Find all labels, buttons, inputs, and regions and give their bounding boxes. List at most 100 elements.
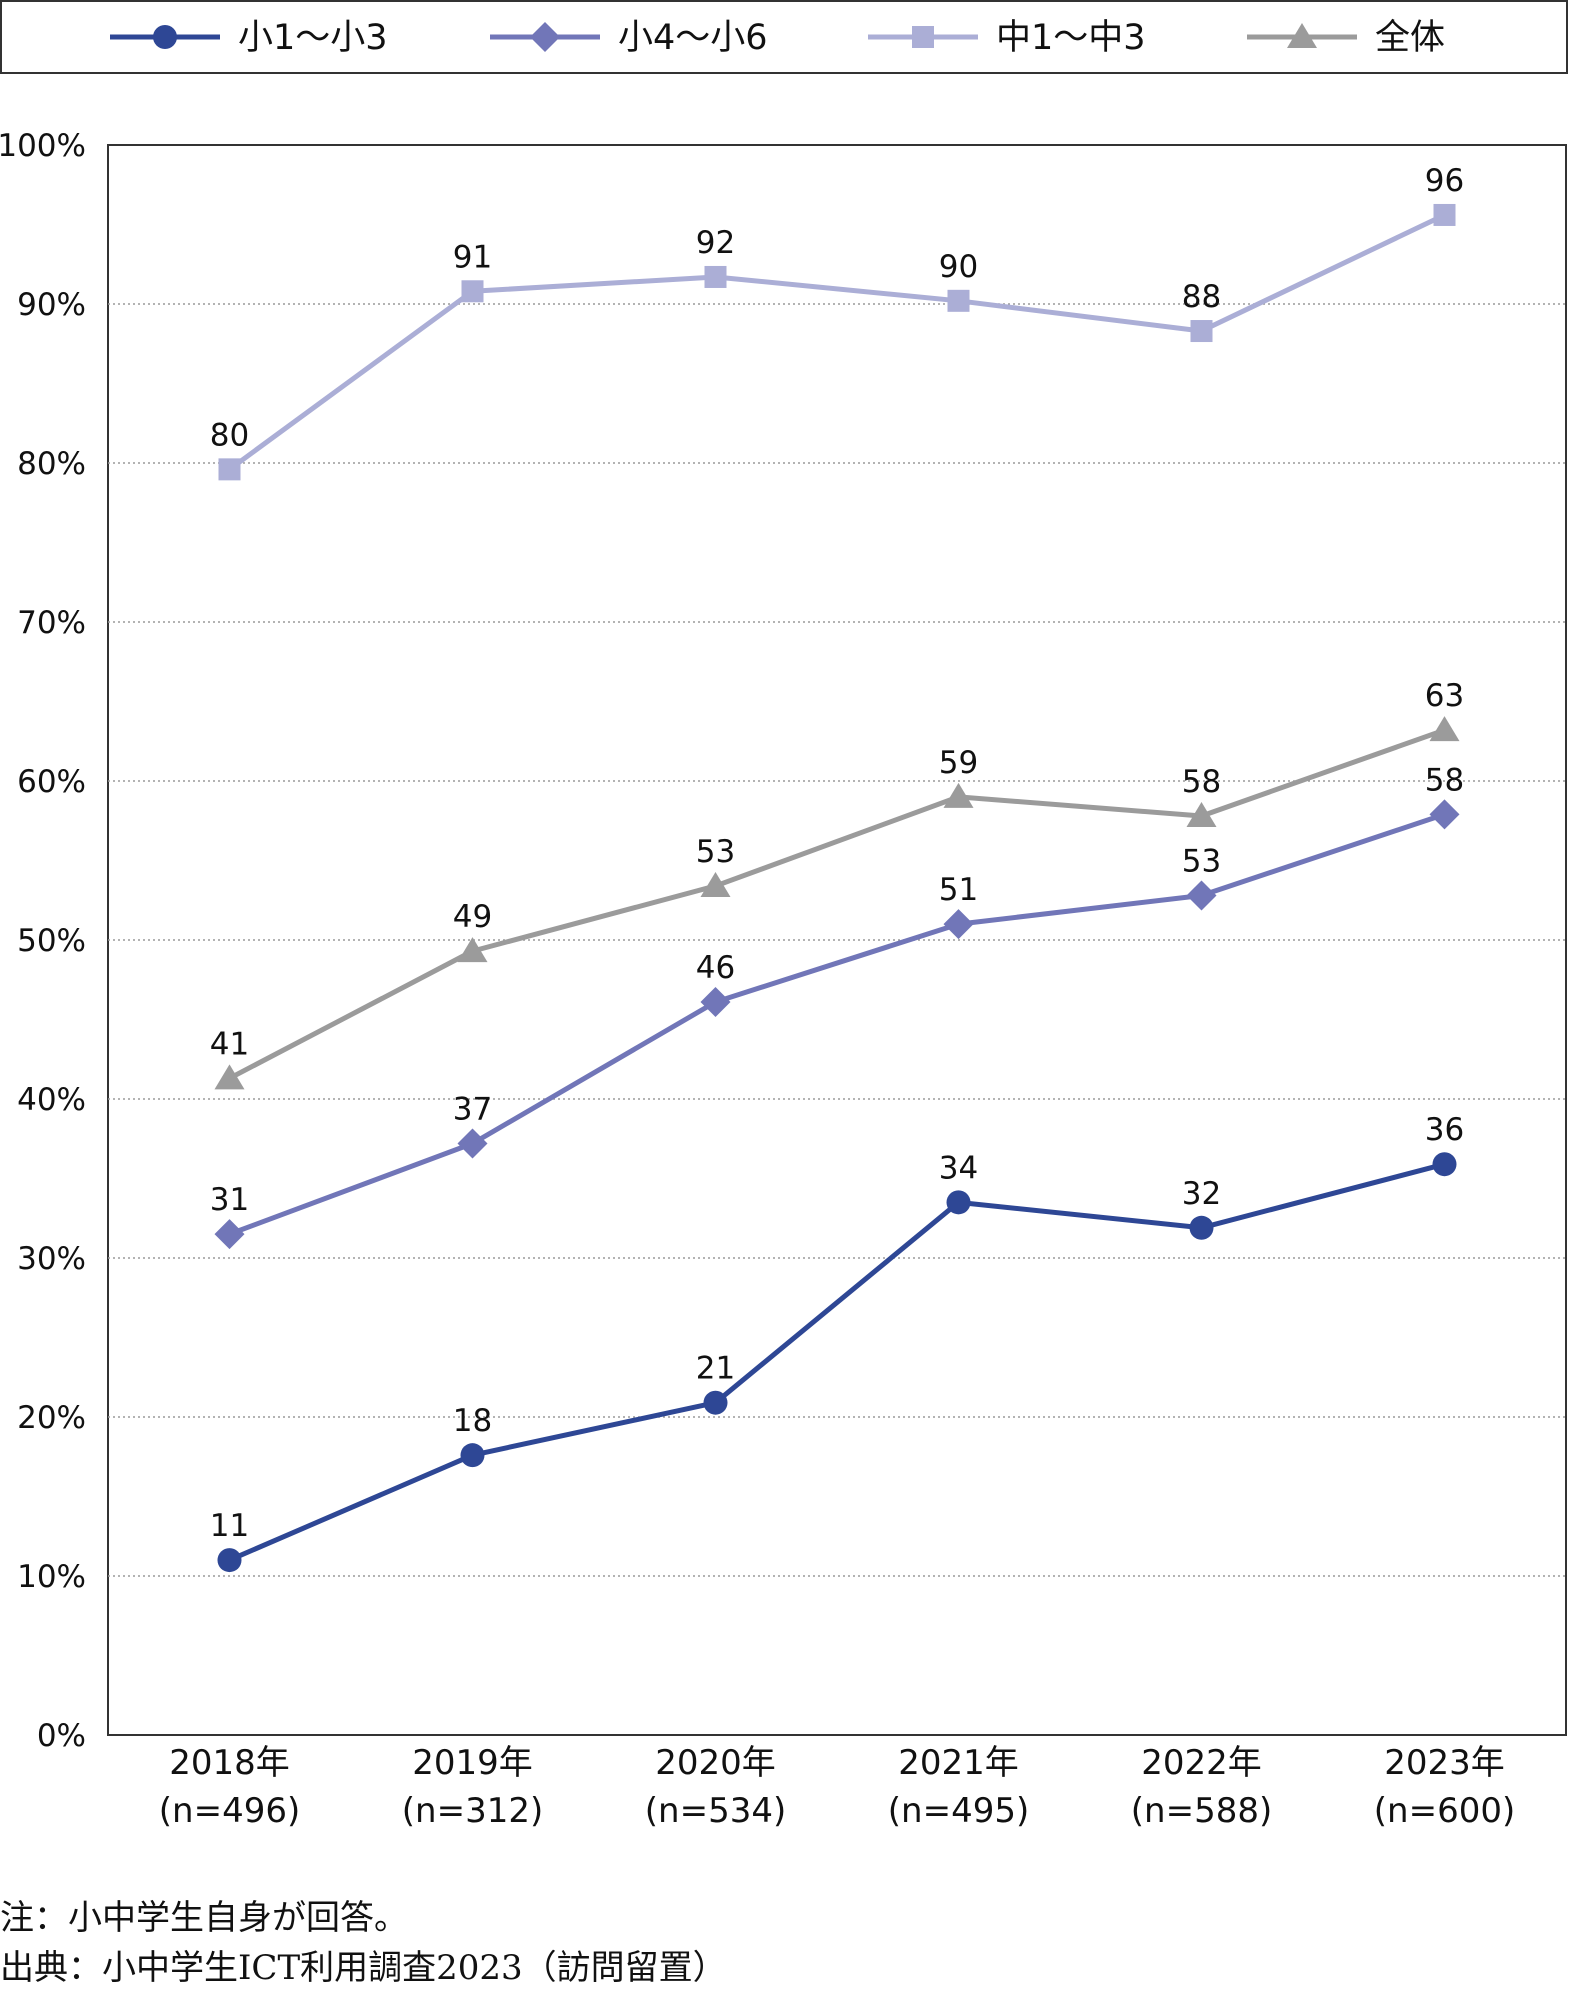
x-category-sublabel: (n=588) — [1131, 1791, 1272, 1831]
data-point — [700, 987, 731, 1018]
data-label: 91 — [453, 239, 492, 275]
y-tick-label: 0% — [37, 1718, 86, 1754]
x-category-label: 2021年 — [898, 1743, 1019, 1783]
data-point — [457, 1128, 488, 1159]
data-label: 90 — [939, 249, 978, 285]
series-line — [228, 727, 1446, 1081]
x-category-label: 2023年 — [1384, 1743, 1505, 1783]
data-point — [461, 280, 484, 303]
data-label: 34 — [939, 1150, 978, 1186]
data-label: 37 — [453, 1092, 492, 1128]
data-point — [217, 1548, 242, 1573]
y-tick-label: 20% — [17, 1400, 86, 1436]
data-point — [943, 909, 974, 940]
series-line — [228, 812, 1446, 1237]
footnote-source: 出典：小中学生ICT利用調査2023（訪問留置） — [0, 1948, 727, 1988]
legend: 小1～小3 小4～小6 中1～中3 全体 — [110, 18, 1445, 58]
legend-label: 中1～中3 — [996, 18, 1146, 58]
data-point — [1433, 203, 1456, 226]
data-label: 31 — [210, 1182, 249, 1218]
legend-marker — [153, 25, 177, 49]
data-point — [218, 458, 241, 481]
series-layer: 11 18 21 34 32 36 31 37 46 51 53 58 80 91 92 90 88 96 41 49… — [210, 163, 1464, 1573]
x-category-label: 2019年 — [412, 1743, 533, 1783]
footnote-note: 注：小中学生自身が回答。 — [0, 1898, 408, 1938]
data-point — [704, 265, 727, 288]
data-point — [214, 1219, 245, 1250]
data-label: 51 — [939, 872, 978, 908]
y-tick-label: 100% — [0, 128, 86, 164]
x-axis: 2018年 (n=496) 2019年 (n=312) 2020年 (n=534) 2021… — [159, 1743, 1515, 1831]
data-label: 58 — [1425, 762, 1464, 798]
legend-label: 全体 — [1375, 18, 1445, 58]
data-point — [460, 1443, 485, 1468]
legend-entry: 小4～小6 — [490, 18, 768, 58]
data-point — [700, 871, 731, 897]
series-4: 41 49 53 59 58 63 — [210, 678, 1464, 1090]
x-category-sublabel: (n=600) — [1374, 1791, 1515, 1831]
y-tick-label: 50% — [17, 923, 86, 959]
y-tick-label: 10% — [17, 1559, 86, 1595]
legend-marker — [912, 26, 934, 48]
legend-label: 小4～小6 — [618, 18, 768, 58]
data-label: 41 — [210, 1026, 249, 1062]
x-category-sublabel: (n=312) — [402, 1791, 543, 1831]
data-label: 11 — [210, 1508, 249, 1544]
data-label: 32 — [1182, 1176, 1221, 1212]
y-tick-label: 30% — [17, 1241, 86, 1277]
data-label: 96 — [1425, 163, 1464, 199]
x-category-label: 2022年 — [1141, 1743, 1262, 1783]
data-label: 49 — [453, 899, 492, 935]
legend-entry: 全体 — [1247, 18, 1445, 58]
data-label: 18 — [453, 1403, 492, 1439]
data-label: 53 — [1182, 843, 1221, 879]
data-point — [703, 1390, 728, 1415]
data-point — [943, 782, 974, 808]
data-label: 46 — [696, 950, 735, 986]
y-axis: 0% 10% 20% 30% 40% 50% 60% 70% 80% 90% 100% — [0, 128, 86, 1754]
y-tick-label: 80% — [17, 446, 86, 482]
data-label: 58 — [1182, 764, 1221, 800]
data-point — [1432, 1152, 1457, 1177]
x-category-label: 2020年 — [655, 1743, 776, 1783]
data-label: 59 — [939, 745, 978, 781]
y-tick-label: 40% — [17, 1082, 86, 1118]
x-category-sublabel: (n=534) — [645, 1791, 786, 1831]
data-point — [1189, 1215, 1214, 1240]
data-label: 63 — [1425, 678, 1464, 714]
plot-area — [107, 144, 1567, 1736]
data-point — [1186, 880, 1217, 911]
data-label: 88 — [1182, 279, 1221, 315]
legend-marker — [1287, 23, 1317, 48]
series-line — [228, 212, 1446, 472]
series-2: 31 37 46 51 53 58 — [210, 762, 1464, 1250]
y-tick-label: 70% — [17, 605, 86, 641]
data-point — [1429, 716, 1460, 742]
data-label: 80 — [210, 417, 249, 453]
data-point — [947, 289, 970, 312]
x-category-sublabel: (n=495) — [888, 1791, 1029, 1831]
x-category-label: 2018年 — [169, 1743, 290, 1783]
legend-marker — [530, 22, 560, 52]
data-point — [946, 1190, 971, 1215]
legend-entry: 小1～小3 — [110, 18, 388, 58]
data-point — [1429, 799, 1460, 830]
y-tick-label: 90% — [17, 287, 86, 323]
data-label: 53 — [696, 834, 735, 870]
series-1: 11 18 21 34 32 36 — [210, 1112, 1464, 1573]
data-label: 36 — [1425, 1112, 1464, 1148]
data-point — [214, 1064, 245, 1090]
data-label: 92 — [696, 225, 735, 261]
series-line — [228, 1161, 1446, 1563]
data-label: 21 — [696, 1351, 735, 1387]
series-3: 80 91 92 90 88 96 — [210, 163, 1464, 481]
legend-label: 小1～小3 — [238, 18, 388, 58]
gridlines — [108, 303, 1566, 1577]
y-tick-label: 60% — [17, 764, 86, 800]
x-category-sublabel: (n=496) — [159, 1791, 300, 1831]
data-point — [1190, 320, 1213, 343]
legend-entry: 中1～中3 — [868, 18, 1146, 58]
data-point — [1186, 801, 1217, 827]
data-point — [457, 937, 488, 963]
